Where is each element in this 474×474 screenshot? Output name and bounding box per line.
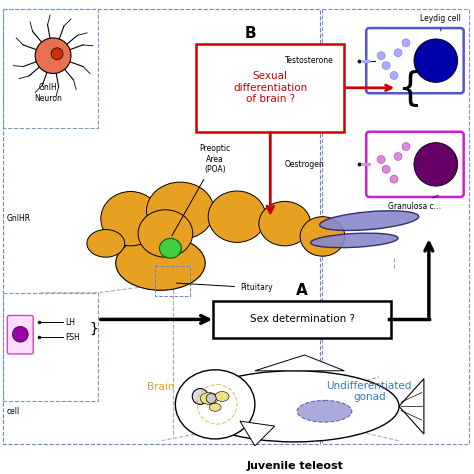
- Text: Sex determination ?: Sex determination ?: [250, 314, 355, 324]
- Polygon shape: [255, 355, 345, 371]
- Text: B: B: [245, 27, 256, 42]
- Ellipse shape: [175, 370, 255, 439]
- Text: Juvenile teleost: Juvenile teleost: [246, 461, 343, 471]
- FancyBboxPatch shape: [8, 316, 33, 354]
- Text: Granulosa c…: Granulosa c…: [388, 195, 442, 211]
- Ellipse shape: [138, 210, 193, 257]
- Circle shape: [394, 49, 402, 57]
- Ellipse shape: [116, 236, 205, 290]
- Text: GnIHR: GnIHR: [6, 214, 30, 223]
- Circle shape: [377, 52, 385, 60]
- Circle shape: [206, 393, 216, 403]
- Text: Preoptic
Area
(POA): Preoptic Area (POA): [172, 145, 231, 236]
- Ellipse shape: [208, 191, 266, 242]
- Ellipse shape: [215, 392, 229, 401]
- Circle shape: [382, 62, 390, 70]
- Text: Brain: Brain: [146, 382, 174, 392]
- Circle shape: [402, 39, 410, 47]
- Ellipse shape: [190, 371, 399, 442]
- Polygon shape: [240, 421, 275, 446]
- Circle shape: [414, 143, 458, 186]
- Text: Testosterone: Testosterone: [285, 56, 334, 65]
- Text: Pituitary: Pituitary: [176, 283, 273, 292]
- Ellipse shape: [319, 211, 419, 230]
- Circle shape: [192, 389, 208, 404]
- Text: {: {: [397, 69, 422, 107]
- Text: FSH: FSH: [65, 333, 80, 342]
- Ellipse shape: [146, 182, 214, 239]
- Circle shape: [35, 38, 71, 73]
- Circle shape: [414, 39, 458, 82]
- Text: Sexual
differentiation
of brain ?: Sexual differentiation of brain ?: [233, 71, 308, 104]
- Circle shape: [402, 143, 410, 151]
- Ellipse shape: [300, 217, 345, 256]
- Circle shape: [390, 72, 398, 80]
- FancyBboxPatch shape: [366, 28, 464, 93]
- FancyBboxPatch shape: [196, 44, 345, 132]
- Text: GnIH
Neuron: GnIH Neuron: [34, 83, 62, 103]
- Ellipse shape: [259, 201, 310, 246]
- Ellipse shape: [297, 401, 352, 422]
- Ellipse shape: [200, 392, 218, 404]
- Circle shape: [390, 175, 398, 183]
- Ellipse shape: [159, 238, 182, 258]
- Circle shape: [12, 326, 28, 342]
- Circle shape: [51, 48, 63, 60]
- Circle shape: [382, 165, 390, 173]
- Text: A: A: [296, 283, 308, 298]
- Ellipse shape: [209, 403, 221, 411]
- Circle shape: [394, 153, 402, 160]
- Circle shape: [377, 155, 385, 164]
- FancyBboxPatch shape: [213, 301, 391, 338]
- Text: }: }: [89, 322, 98, 336]
- Text: LH: LH: [65, 318, 75, 327]
- Text: Oestrogen: Oestrogen: [285, 160, 325, 169]
- Ellipse shape: [310, 233, 398, 248]
- Ellipse shape: [101, 191, 161, 246]
- Text: Undifferentiated
gonad: Undifferentiated gonad: [327, 381, 412, 402]
- FancyBboxPatch shape: [366, 132, 464, 197]
- Ellipse shape: [87, 229, 125, 257]
- Text: cell: cell: [6, 407, 19, 416]
- Text: Leydig cell: Leydig cell: [420, 14, 461, 31]
- Polygon shape: [399, 379, 424, 434]
